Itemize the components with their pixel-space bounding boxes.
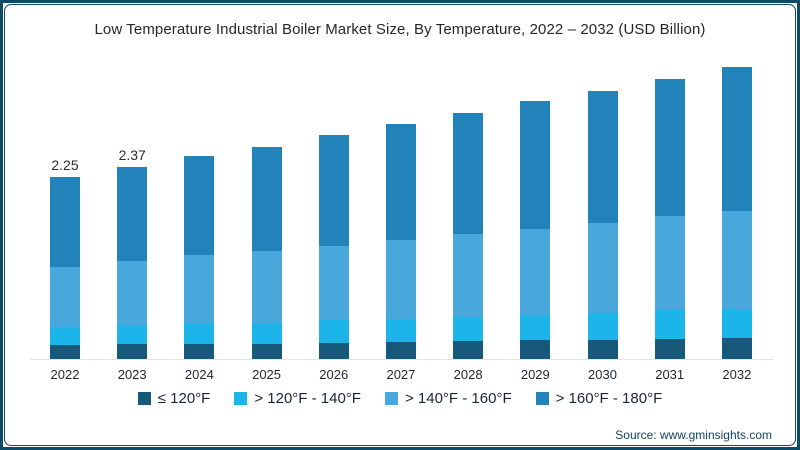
- legend-item-3: > 160°F - 180°F: [535, 390, 663, 407]
- bar-segment-2030-series-3: [587, 91, 618, 224]
- bar-segment-2028-series-1: [453, 316, 484, 342]
- legend-label: ≤ 120°F: [157, 390, 211, 407]
- bar-segment-2025-series-0: [251, 343, 282, 359]
- bar-column-2022: 2.25 2022: [34, 156, 96, 382]
- x-axis-label-2027: 2027: [386, 367, 416, 382]
- legend: ≤ 120°F > 120°F - 140°F > 140°F - 160°F > 1…: [0, 390, 800, 407]
- stacked-bar-2026: [318, 135, 349, 359]
- x-axis-label-2022: 2022: [50, 367, 80, 382]
- bar-segment-2024-series-2: [184, 255, 215, 324]
- bar-segment-2028-series-3: [453, 112, 484, 235]
- bar-segment-2027-series-1: [385, 318, 416, 342]
- bar-segment-2026-series-0: [318, 342, 349, 359]
- bar-segment-2032-series-1: [721, 308, 752, 338]
- bar-segment-2027-series-2: [385, 239, 416, 319]
- x-axis-label-2025: 2025: [252, 367, 282, 382]
- stacked-bar-2025: [251, 146, 282, 359]
- bar-segment-2026-series-1: [318, 320, 349, 343]
- bar-segment-2031-series-0: [654, 338, 685, 359]
- x-axis-label-2023: 2023: [117, 367, 147, 382]
- bar-segment-2028-series-2: [453, 234, 484, 317]
- x-axis-label-2032: 2032: [722, 367, 752, 382]
- legend-item-1: > 120°F - 140°F: [234, 390, 361, 407]
- bar-segment-2026-series-3: [318, 135, 349, 246]
- bar-column-2031: 2031: [639, 59, 701, 382]
- legend-swatch-icon: [137, 392, 151, 405]
- legend-item-2: > 140°F - 160°F: [384, 390, 512, 407]
- bar-segment-2024-series-1: [184, 323, 215, 344]
- bar-segment-2029-series-3: [520, 101, 551, 229]
- bar-segment-2032-series-0: [721, 337, 752, 359]
- x-axis-label-2031: 2031: [655, 367, 685, 382]
- bar-column-2025: 2025: [236, 127, 298, 382]
- x-axis-line: [30, 359, 774, 360]
- bar-segment-2023-series-3: [117, 167, 148, 262]
- bar-segment-2029-series-1: [520, 314, 551, 341]
- stacked-bar-2029: [520, 101, 551, 359]
- bar-column-2028: 2028: [437, 93, 499, 382]
- bar-segment-2031-series-2: [654, 216, 685, 311]
- legend-label: > 160°F - 180°F: [555, 390, 663, 407]
- bars-plot-area: 2.25 2022 2.37 2023 2024 2025 2026 2027 2028 2029…: [34, 47, 768, 382]
- bar-segment-2024-series-3: [184, 155, 215, 256]
- bar-segment-2025-series-1: [251, 322, 282, 344]
- bar-segment-2024-series-0: [184, 343, 215, 359]
- bar-segment-2029-series-2: [520, 228, 551, 315]
- bar-segment-2026-series-2: [318, 245, 349, 321]
- bar-column-2023: 2.37 2023: [101, 147, 163, 382]
- stacked-bar-2030: [587, 91, 618, 359]
- source-credit: Source: www.gminsights.com: [615, 428, 772, 442]
- x-axis-label-2028: 2028: [453, 367, 483, 382]
- bar-segment-2022-series-3: [50, 176, 80, 267]
- bar-segment-2030-series-2: [587, 223, 618, 313]
- stacked-bar-2028: [453, 112, 484, 359]
- bar-segment-2023-series-2: [117, 261, 148, 326]
- bar-segment-2023-series-1: [117, 325, 148, 345]
- bar-column-2027: 2027: [370, 104, 432, 382]
- bar-total-label: 2.25: [51, 156, 79, 173]
- bar-segment-2022-series-1: [50, 327, 80, 346]
- bar-segment-2027-series-3: [385, 124, 416, 240]
- bar-segment-2022-series-0: [50, 345, 80, 359]
- stacked-bar-2031: [654, 78, 685, 359]
- bar-column-2032: 2032: [706, 47, 768, 382]
- bar-column-2029: 2029: [504, 81, 566, 382]
- legend-swatch-icon: [384, 392, 398, 405]
- legend-item-0: ≤ 120°F: [137, 390, 211, 407]
- legend-swatch-icon: [535, 392, 549, 405]
- bar-segment-2031-series-1: [654, 310, 685, 339]
- stacked-bar-2032: [721, 67, 752, 359]
- x-axis-label-2024: 2024: [184, 367, 214, 382]
- legend-label: > 120°F - 140°F: [254, 390, 361, 407]
- stacked-bar-2022: [50, 176, 80, 359]
- bar-column-2030: 2030: [572, 71, 634, 382]
- chart-title: Low Temperature Industrial Boiler Market…: [94, 21, 706, 38]
- bar-segment-2027-series-0: [385, 342, 416, 359]
- x-axis-label-2029: 2029: [520, 367, 550, 382]
- bar-segment-2032-series-2: [721, 210, 752, 309]
- x-axis-label-2030: 2030: [588, 367, 617, 382]
- stacked-bar-2024: [184, 155, 215, 359]
- bar-segment-2023-series-0: [117, 344, 148, 359]
- bar-segment-2030-series-0: [587, 339, 618, 359]
- bar-segment-2022-series-2: [50, 266, 80, 328]
- bar-segment-2025-series-2: [251, 251, 282, 323]
- x-axis-label-2026: 2026: [319, 367, 349, 382]
- bar-segment-2031-series-3: [654, 78, 685, 217]
- bar-segment-2028-series-0: [453, 341, 484, 359]
- bar-column-2026: 2026: [303, 115, 365, 382]
- stacked-bar-2027: [385, 124, 416, 359]
- legend-label: > 140°F - 160°F: [404, 390, 512, 407]
- bar-segment-2025-series-3: [251, 146, 282, 252]
- bar-segment-2029-series-0: [520, 340, 551, 359]
- bar-total-label: 2.37: [118, 147, 146, 164]
- bar-segment-2032-series-3: [721, 67, 752, 211]
- legend-swatch-icon: [234, 392, 248, 405]
- bar-column-2024: 2024: [168, 136, 230, 382]
- bar-segment-2030-series-1: [587, 312, 618, 340]
- stacked-bar-2023: [117, 167, 148, 359]
